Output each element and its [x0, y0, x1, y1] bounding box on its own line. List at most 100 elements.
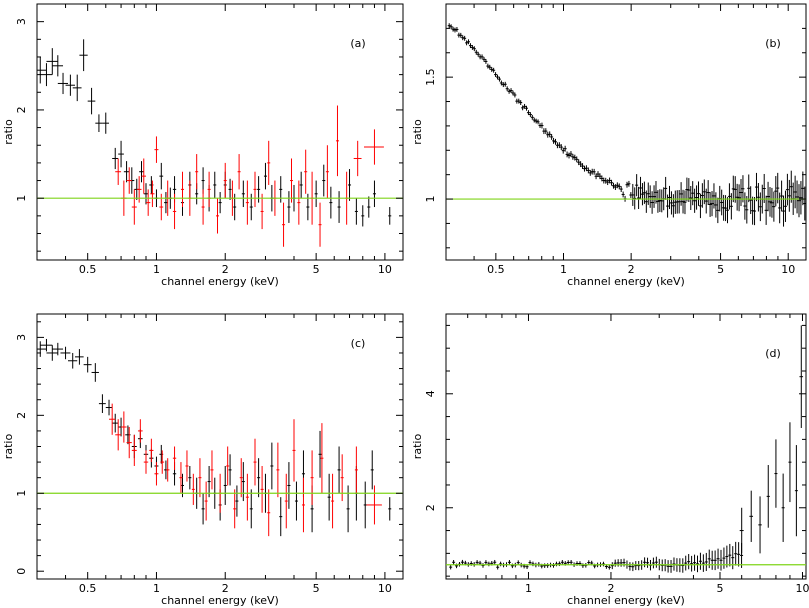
data-point — [646, 182, 650, 205]
data-point — [552, 563, 556, 568]
data-point — [91, 363, 99, 382]
data-point — [494, 72, 498, 78]
data-point — [696, 181, 700, 206]
data-point — [654, 180, 658, 204]
data-point — [215, 198, 219, 234]
data-point — [532, 117, 536, 123]
data-point — [367, 196, 371, 218]
y-tick-label: 2 — [15, 106, 28, 113]
data-point — [126, 167, 132, 194]
data-point — [253, 171, 257, 208]
data-point — [179, 462, 183, 494]
data-point — [289, 158, 293, 203]
data-point — [758, 496, 762, 554]
data-point — [314, 180, 318, 208]
data-point — [201, 493, 205, 525]
data-point — [654, 556, 658, 568]
data-point — [739, 507, 744, 554]
data-point — [139, 161, 144, 183]
data-point — [731, 546, 735, 570]
data-point — [708, 191, 712, 217]
data-point — [702, 179, 706, 205]
data-point — [619, 559, 623, 567]
data-point — [698, 552, 702, 570]
data-point — [646, 557, 650, 568]
data-point — [754, 172, 758, 202]
data-point — [449, 24, 453, 30]
data-point — [770, 187, 774, 218]
data-point — [507, 560, 511, 565]
data-point — [640, 183, 644, 206]
data-point — [484, 58, 488, 64]
x-tick-label: 1 — [153, 582, 160, 595]
data-point — [710, 191, 714, 217]
data-point — [282, 202, 286, 247]
data-point — [354, 446, 358, 494]
data-point — [544, 128, 548, 135]
data-point — [327, 473, 331, 521]
data-point — [223, 162, 227, 199]
data-point — [536, 119, 540, 125]
data-point — [496, 74, 500, 80]
data-point — [499, 561, 503, 567]
data-point — [294, 481, 298, 521]
data-point — [683, 190, 687, 215]
data-point — [579, 161, 583, 168]
data-point — [388, 207, 392, 225]
data-point — [337, 446, 341, 494]
x-tick-label: 0.5 — [79, 582, 97, 595]
data-point — [584, 165, 588, 172]
data-point — [704, 188, 708, 214]
data-point — [772, 191, 776, 222]
data-point — [57, 72, 68, 95]
data-point — [651, 557, 655, 569]
x-tick-label: 0.5 — [487, 263, 505, 276]
data-point — [793, 175, 797, 209]
data-point — [318, 202, 322, 247]
data-point — [681, 558, 685, 573]
data-point — [679, 182, 683, 206]
data-point — [497, 76, 501, 82]
data-point — [803, 186, 807, 221]
data-point — [60, 346, 71, 360]
data-point — [260, 193, 264, 230]
data-point — [569, 560, 573, 565]
data-point — [245, 180, 249, 225]
data-point — [782, 195, 786, 227]
axis-ticks: 0.5 1 2 5 10 1 1.5 — [424, 3, 806, 276]
data-point — [660, 559, 664, 572]
panel-tag: (b) — [765, 37, 781, 50]
data-point — [741, 175, 745, 203]
x-tick-label: 10 — [795, 582, 809, 595]
data-point — [643, 557, 647, 568]
data-point — [105, 399, 113, 416]
data-point — [241, 462, 245, 502]
data-point — [728, 543, 732, 567]
data-point — [716, 197, 720, 224]
data-point — [279, 497, 283, 537]
data-point — [552, 137, 556, 144]
data-point — [677, 189, 681, 214]
data-point — [693, 188, 697, 213]
data-point — [628, 562, 632, 571]
data-point — [361, 205, 365, 227]
data-point — [704, 552, 708, 571]
data-point — [503, 81, 507, 87]
panel-tag: (a) — [350, 37, 365, 50]
x-tick-label: 1 — [525, 582, 532, 595]
data-point — [160, 450, 165, 474]
data-point — [604, 177, 608, 184]
data-point — [249, 489, 253, 529]
data-point — [195, 154, 199, 190]
data-point — [320, 423, 324, 494]
data-point — [693, 554, 697, 571]
y-axis-label: ratio — [411, 119, 424, 145]
data-point — [125, 425, 131, 445]
data-point — [631, 562, 635, 572]
data-point — [159, 162, 164, 190]
data-point — [681, 189, 685, 214]
data-point — [363, 481, 367, 529]
data-point — [607, 565, 611, 570]
plot-frame — [445, 3, 807, 261]
